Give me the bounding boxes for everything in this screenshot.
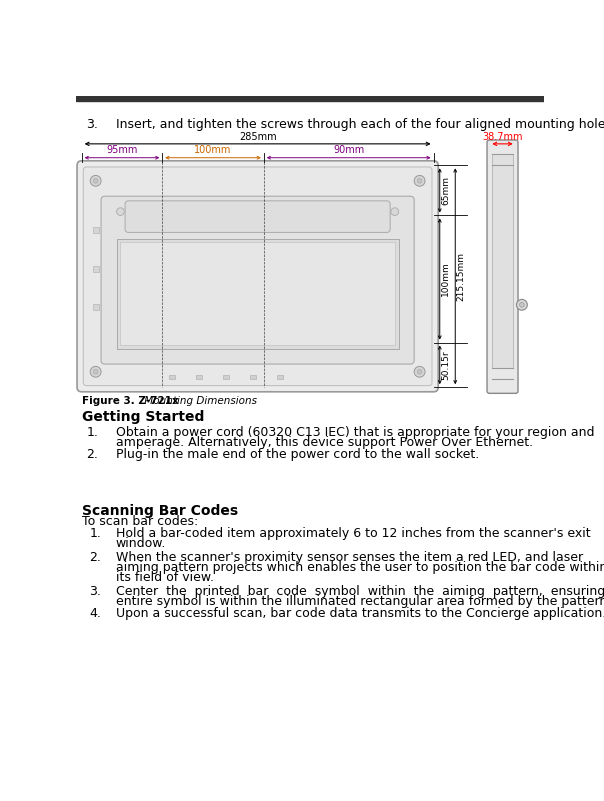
Circle shape — [516, 300, 527, 310]
Bar — [92, 265, 98, 272]
Text: 65mm: 65mm — [442, 176, 451, 205]
Circle shape — [391, 207, 399, 215]
Text: 95mm: 95mm — [106, 145, 138, 155]
Circle shape — [414, 175, 425, 186]
Text: Scanning Bar Codes: Scanning Bar Codes — [82, 504, 238, 518]
Text: 2.: 2. — [89, 551, 101, 564]
Text: Hold a bar-coded item approximately 6 to 12 inches from the scanner's exit: Hold a bar-coded item approximately 6 to… — [116, 527, 591, 541]
Circle shape — [90, 175, 101, 186]
Text: 1.: 1. — [89, 527, 101, 541]
Text: its field of view.: its field of view. — [116, 571, 214, 584]
Text: Center  the  printed  bar  code  symbol  within  the  aiming  pattern,  ensuring: Center the printed bar code symbol withi… — [116, 585, 604, 598]
Text: 4.: 4. — [89, 607, 101, 621]
Text: aiming pattern projects which enables the user to position the bar code within: aiming pattern projects which enables th… — [116, 562, 604, 574]
Text: 100mm: 100mm — [194, 145, 232, 155]
Bar — [120, 243, 395, 344]
Text: 50.15r: 50.15r — [442, 350, 451, 380]
Text: Plug-in the male end of the power cord to the wall socket.: Plug-in the male end of the power cord t… — [116, 448, 479, 461]
FancyBboxPatch shape — [125, 201, 390, 232]
Text: Figure 3. Z-721x: Figure 3. Z-721x — [82, 396, 178, 406]
FancyBboxPatch shape — [487, 140, 518, 393]
Text: 100mm: 100mm — [442, 262, 451, 296]
Text: 3.: 3. — [89, 585, 101, 598]
Circle shape — [117, 207, 124, 215]
Bar — [76, 96, 544, 101]
Text: Upon a successful scan, bar code data transmits to the Concierge application.: Upon a successful scan, bar code data tr… — [116, 607, 604, 621]
Text: 90mm: 90mm — [333, 145, 364, 155]
Circle shape — [519, 303, 524, 307]
Text: 3.: 3. — [86, 118, 98, 131]
Text: 215.15mm: 215.15mm — [457, 252, 466, 301]
Text: When the scanner's proximity sensor senses the item a red LED, and laser: When the scanner's proximity sensor sens… — [116, 551, 583, 564]
Text: Mounting Dimensions: Mounting Dimensions — [141, 396, 257, 406]
Text: amperage. Alternatively, this device support Power Over Ethernet.: amperage. Alternatively, this device sup… — [116, 436, 533, 449]
Text: Getting Started: Getting Started — [82, 410, 204, 425]
Text: 38.7mm: 38.7mm — [482, 132, 523, 143]
Circle shape — [90, 366, 101, 377]
Text: Obtain a power cord (60320 C13 IEC) that is appropriate for your region and: Obtain a power cord (60320 C13 IEC) that… — [116, 425, 594, 439]
Bar — [117, 239, 399, 348]
FancyBboxPatch shape — [83, 167, 432, 385]
Bar — [492, 154, 513, 368]
Bar — [277, 375, 283, 380]
Bar — [223, 375, 229, 380]
Text: 2.: 2. — [86, 448, 98, 461]
Circle shape — [94, 179, 98, 183]
Text: window.: window. — [116, 537, 166, 550]
FancyBboxPatch shape — [77, 161, 438, 392]
Bar — [196, 375, 202, 380]
Circle shape — [414, 366, 425, 377]
Circle shape — [417, 179, 422, 183]
Bar — [92, 304, 98, 310]
Text: 285mm: 285mm — [239, 132, 277, 143]
FancyBboxPatch shape — [101, 196, 414, 364]
Bar — [169, 375, 175, 380]
Bar — [92, 227, 98, 233]
Text: To scan bar codes:: To scan bar codes: — [82, 515, 198, 528]
Text: 1.: 1. — [86, 425, 98, 439]
Text: entire symbol is within the illuminated rectangular area formed by the pattern.: entire symbol is within the illuminated … — [116, 595, 604, 608]
Bar — [250, 375, 256, 380]
Circle shape — [417, 369, 422, 374]
Circle shape — [94, 369, 98, 374]
Text: Insert, and tighten the screws through each of the four aligned mounting holes.: Insert, and tighten the screws through e… — [116, 118, 604, 131]
